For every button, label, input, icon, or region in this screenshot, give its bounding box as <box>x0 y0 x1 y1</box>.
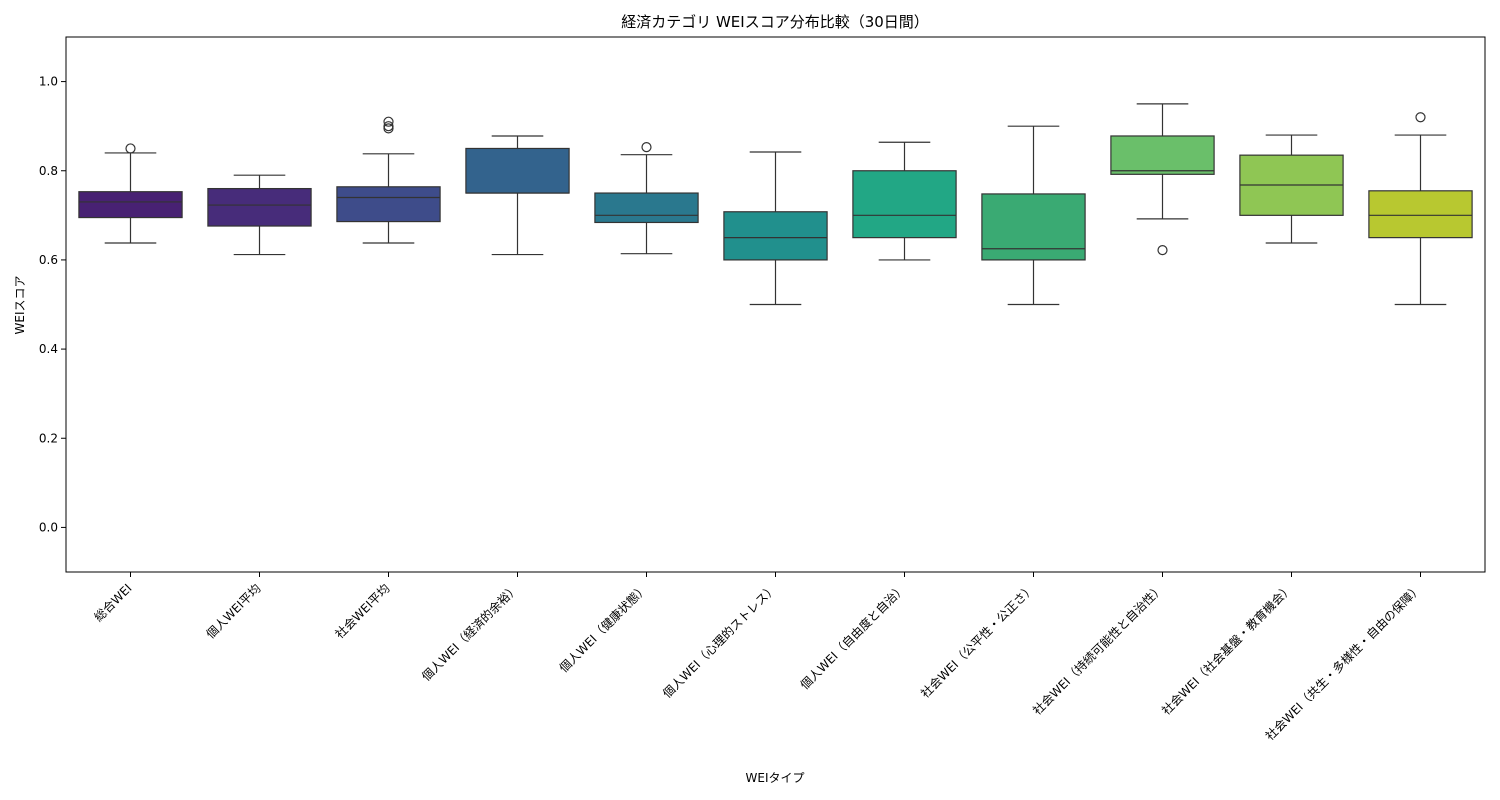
x-tick-label: 社会WEI平均 <box>332 581 393 642</box>
x-tick-label: 社会WEI（持続可能性と自治性） <box>1029 581 1166 718</box>
outlier-point <box>1157 245 1168 256</box>
y-tick-label: 0.6 <box>39 253 58 267</box>
box <box>981 193 1086 261</box>
box <box>852 170 957 239</box>
plot-area <box>78 103 1473 306</box>
x-tick-label: 社会WEI（共生・多様性・自由の保障） <box>1262 581 1425 744</box>
box-group <box>207 174 312 256</box>
x-axis-label: WEIタイプ <box>746 771 805 785</box>
box <box>465 147 570 194</box>
y-tick-label: 0.8 <box>39 164 58 178</box>
box-group <box>594 142 699 255</box>
y-axis-label: WEIスコア <box>13 276 27 335</box>
x-tick-label: 社会WEI（社会基盤・教育機会） <box>1158 581 1295 718</box>
box-group <box>1368 112 1473 306</box>
x-tick-label: 個人WEI（心理的ストレス） <box>659 581 779 701</box>
outlier-point <box>1415 112 1426 123</box>
outlier-point <box>383 116 394 127</box>
x-tick-label: 個人WEI（健康状態） <box>556 581 651 676</box>
y-tick-label: 0.4 <box>39 342 58 356</box>
outlier-point <box>383 123 394 134</box>
box-group <box>852 141 957 261</box>
outlier-point <box>125 143 136 154</box>
box-group <box>981 125 1086 306</box>
y-tick-label: 1.0 <box>39 75 58 89</box>
x-axis: 総合WEI 個人WEI平均 社会WEI平均 個人WEI（経済的余裕） 個人WEI（健康状… <box>91 572 1425 743</box>
box <box>594 192 699 224</box>
box <box>78 191 183 219</box>
box-group <box>78 143 183 244</box>
box-group <box>723 151 828 306</box>
x-tick-label: 社会WEI（公平性・公正さ） <box>917 581 1037 701</box>
x-tick-label: 個人WEI平均 <box>204 581 264 641</box>
box-group <box>465 135 570 256</box>
box <box>723 211 828 261</box>
box <box>336 186 441 223</box>
outlier-point <box>641 142 652 153</box>
x-tick-label: 個人WEI（経済的余裕） <box>418 581 521 684</box>
y-axis: 0.0 0.2 0.4 0.6 0.8 1.0 <box>39 75 66 534</box>
box-group <box>1239 134 1344 244</box>
box-group <box>336 116 441 244</box>
x-tick-label: 個人WEI（自由度と自治） <box>797 581 909 693</box>
y-tick-label: 0.0 <box>39 520 58 534</box>
chart-title: 経済カテゴリ WEIスコア分布比較（30日間） <box>621 13 929 31</box>
box <box>1368 190 1473 239</box>
box-group <box>1110 103 1215 256</box>
y-tick-label: 0.2 <box>39 431 58 445</box>
x-tick-label: 総合WEI <box>91 581 135 625</box>
box <box>207 187 312 227</box>
box <box>1110 135 1215 175</box>
